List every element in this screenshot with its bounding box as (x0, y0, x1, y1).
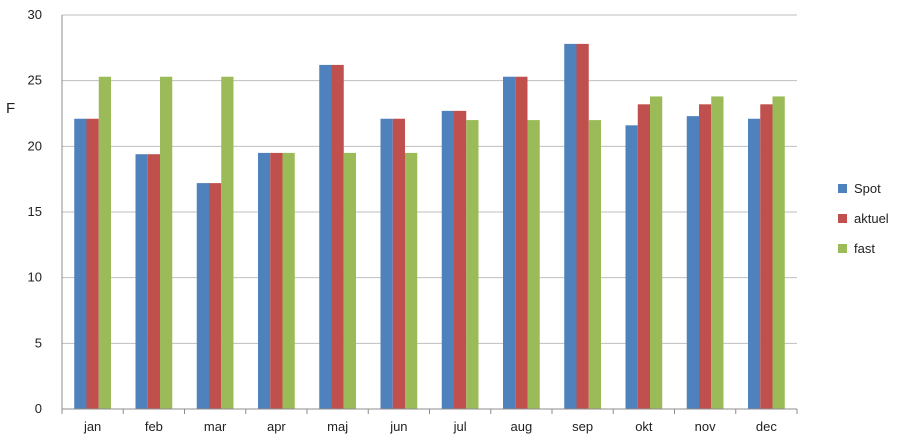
side-letter: F (6, 100, 16, 117)
bar-Spot-sep (564, 43, 577, 409)
x-tick-label: jul (453, 419, 467, 434)
bar-aktuel-dec (760, 104, 773, 409)
bar-fast-dec (772, 96, 785, 410)
bar-fast-jul (466, 120, 479, 409)
bar-Spot-dec (748, 118, 761, 409)
bar-aktuel-okt (637, 104, 650, 409)
y-tick-label: 30 (28, 7, 42, 22)
gridlines (62, 14, 797, 344)
bar-aktuel-maj (331, 64, 344, 409)
legend-label-aktuel: aktuel (854, 211, 889, 226)
bar-fast-nov (711, 96, 724, 410)
y-tick-labels: 0 5 10 15 20 25 30 (28, 7, 42, 416)
bar-Spot-mar (196, 183, 209, 409)
bar-fast-feb (160, 76, 173, 409)
x-tick-label: nov (695, 419, 716, 434)
bar-fast-mar (221, 76, 234, 409)
bar-fast-jun (405, 152, 418, 409)
y-tick-label: 20 (28, 138, 42, 153)
bar-fast-okt (650, 96, 663, 410)
bar-fast-maj (343, 152, 356, 409)
bar-Spot-aug (503, 76, 516, 409)
bar-aktuel-sep (576, 43, 589, 409)
bar-aktuel-apr (270, 152, 283, 409)
bar-Spot-apr (258, 152, 271, 409)
bars-group (74, 43, 785, 410)
bar-aktuel-jul (454, 110, 467, 410)
legend-swatch-Spot (838, 184, 847, 193)
y-tick-label: 10 (28, 270, 42, 285)
bar-Spot-jun (380, 118, 393, 409)
x-tick-label: mar (204, 419, 227, 434)
y-tick-label: 0 (35, 401, 42, 416)
legend-label-fast: fast (854, 241, 875, 256)
bar-aktuel-mar (209, 183, 222, 409)
y-tick-label: 5 (35, 335, 42, 350)
x-tick-labels: jan feb mar apr maj jun jul aug sep okt nov dec (83, 419, 777, 434)
bar-aktuel-aug (515, 76, 528, 409)
x-tick-label: aug (511, 419, 533, 434)
x-tick-label: jan (83, 419, 101, 434)
x-tick-label: jun (389, 419, 407, 434)
bar-aktuel-jun (392, 118, 405, 409)
bar-fast-aug (527, 120, 540, 409)
bar-fast-jan (98, 76, 111, 409)
x-tick-label: dec (756, 419, 777, 434)
bar-aktuel-nov (699, 104, 712, 409)
bar-Spot-jan (74, 118, 87, 409)
bar-Spot-okt (625, 125, 638, 409)
legend: Spot aktuel fast (838, 181, 889, 256)
bar-fast-sep (588, 120, 601, 409)
bar-Spot-feb (135, 154, 148, 409)
bar-aktuel-jan (86, 118, 99, 409)
bar-Spot-maj (319, 64, 332, 409)
x-tick-label: sep (572, 419, 593, 434)
legend-swatch-fast (838, 244, 847, 253)
bar-Spot-jul (441, 110, 454, 410)
x-tick-label: maj (327, 419, 348, 434)
y-tick-label: 15 (28, 204, 42, 219)
bar-aktuel-feb (147, 154, 160, 409)
x-tick-label: apr (267, 419, 286, 434)
bar-Spot-nov (686, 116, 699, 409)
x-tick-label: feb (145, 419, 163, 434)
legend-label-Spot: Spot (854, 181, 881, 196)
axes (61, 15, 798, 414)
y-tick-label: 25 (28, 73, 42, 88)
bar-fast-apr (282, 152, 295, 409)
x-tick-label: okt (635, 419, 653, 434)
legend-swatch-aktuel (838, 214, 847, 223)
